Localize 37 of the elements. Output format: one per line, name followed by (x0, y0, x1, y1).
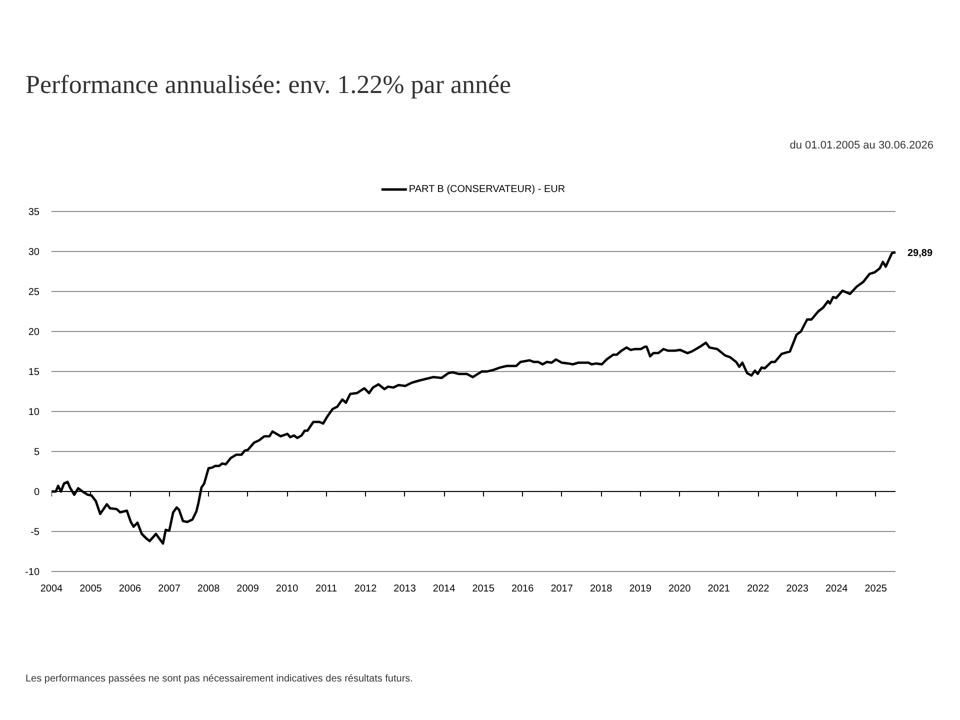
x-tick-label: 2005 (80, 584, 102, 594)
x-tick-label: 2020 (668, 584, 692, 594)
y-tick-label: 30 (28, 247, 40, 258)
annotation: 29,89 (908, 248, 933, 259)
x-tick-label: 2007 (158, 584, 181, 594)
text: Les performances passées ne sont pas nécessairement indicatives des résultats futurs. (26, 674, 413, 684)
x-tick-label: 2004 (40, 584, 64, 594)
x-tick-label: 2014 (432, 584, 456, 594)
x-tick-label: 2006 (118, 584, 142, 594)
y-tick-label: 15 (28, 367, 40, 378)
x-tick-label: 2009 (236, 584, 260, 594)
x-tick-label: 2013 (394, 584, 416, 594)
x-tick-label: 2016 (511, 584, 534, 594)
x-tick-label: 2012 (354, 584, 378, 594)
y-tick-label: -10 (25, 567, 40, 578)
x-tick-label: 2021 (708, 584, 730, 594)
y-tick-label: -5 (30, 527, 40, 538)
y-tick-label: 10 (28, 407, 40, 418)
x-tick-label: 2025 (864, 584, 888, 594)
y-tick-label: 25 (28, 287, 40, 298)
x-tick-label: 2011 (316, 584, 338, 594)
chart-subtitle: du 01.01.2005 au 30.06.2026 (790, 140, 934, 152)
x-tick-label: 2017 (550, 584, 574, 594)
x-tick-label: 2008 (197, 584, 220, 594)
chart-title: Performance annualisée: env. 1.22% par année (26, 70, 512, 99)
x-tick-label: 2015 (472, 584, 495, 594)
x-tick-label: 2010 (276, 584, 299, 594)
y-tick-label: 35 (28, 207, 40, 218)
y-tick-label: 0 (34, 487, 40, 498)
legend-label: PART B (CONSERVATEUR) - EUR (408, 184, 566, 194)
x-tick-label: 2019 (629, 584, 652, 594)
x-tick-label: 2023 (786, 584, 809, 594)
x-tick-label: 2018 (590, 584, 613, 594)
x-tick-label: 2022 (746, 584, 770, 594)
y-tick-label: 5 (34, 447, 40, 458)
y-tick-label: 20 (28, 327, 40, 338)
x-tick-label: 2024 (825, 584, 848, 594)
